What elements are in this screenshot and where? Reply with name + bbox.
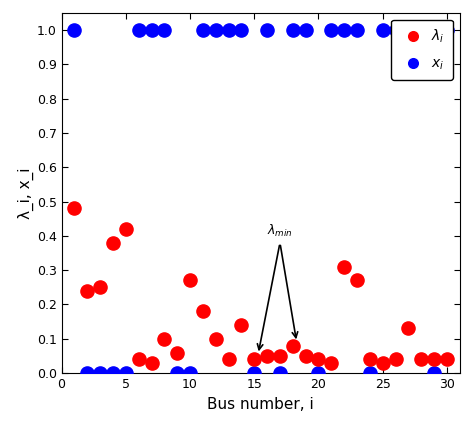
Point [340, 26, 348, 33]
Point [250, 356, 258, 363]
Point [148, 360, 155, 366]
Point [122, 370, 129, 377]
Point [173, 370, 181, 377]
Point [83, 370, 91, 377]
Point [366, 370, 374, 377]
Point [173, 349, 181, 356]
Point [418, 26, 425, 33]
Point [328, 360, 335, 366]
Point [71, 26, 78, 33]
Point [96, 284, 104, 291]
Point [443, 26, 451, 33]
Point [276, 353, 284, 360]
Point [225, 26, 232, 33]
Point [340, 263, 348, 270]
Legend: $\lambda_i$, $x_i$: $\lambda_i$, $x_i$ [391, 20, 453, 80]
Point [315, 370, 322, 377]
Point [392, 26, 400, 33]
Point [430, 370, 438, 377]
Point [276, 370, 284, 377]
Point [96, 370, 104, 377]
Point [237, 26, 245, 33]
Point [302, 353, 310, 360]
Point [135, 356, 143, 363]
Point [109, 239, 117, 246]
Point [71, 205, 78, 212]
Point [212, 335, 219, 342]
Point [225, 356, 232, 363]
Point [315, 356, 322, 363]
Point [199, 308, 207, 315]
Point [302, 26, 310, 33]
Point [148, 26, 155, 33]
Point [405, 325, 412, 332]
Text: $\lambda_{min}$: $\lambda_{min}$ [267, 223, 293, 239]
Point [289, 342, 297, 349]
Point [430, 356, 438, 363]
Point [135, 26, 143, 33]
Point [83, 287, 91, 294]
Point [186, 277, 194, 284]
Point [161, 335, 168, 342]
Point [353, 277, 361, 284]
Point [186, 370, 194, 377]
Point [122, 226, 129, 232]
Point [264, 353, 271, 360]
Point [379, 26, 386, 33]
Point [212, 26, 219, 33]
Point [250, 370, 258, 377]
Point [161, 26, 168, 33]
Point [418, 356, 425, 363]
Point [264, 26, 271, 33]
Point [405, 26, 412, 33]
Point [392, 356, 400, 363]
Point [443, 356, 451, 363]
Point [199, 26, 207, 33]
Point [109, 370, 117, 377]
Point [237, 322, 245, 329]
Point [328, 26, 335, 33]
Point [289, 26, 297, 33]
Y-axis label: λ_i, x_i: λ_i, x_i [18, 167, 34, 219]
X-axis label: Bus number, i: Bus number, i [207, 396, 314, 412]
Point [353, 26, 361, 33]
Point [366, 356, 374, 363]
Point [379, 360, 386, 366]
